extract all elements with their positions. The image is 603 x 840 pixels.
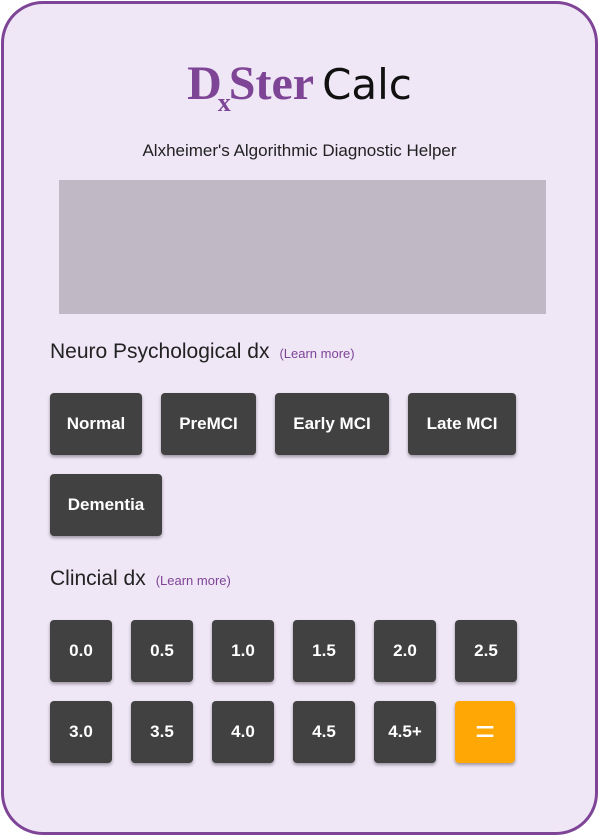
neuro-button-dementia[interactable]: Dementia bbox=[50, 474, 162, 536]
neuro-section-heading: Neuro Psychological dx (Learn more) bbox=[50, 340, 355, 364]
clinical-learn-more-link[interactable]: (Learn more) bbox=[155, 573, 231, 588]
app-subtitle: Alxheimer's Algorithmic Diagnostic Helpe… bbox=[142, 141, 457, 160]
neuro-button-premci[interactable]: PreMCI bbox=[161, 393, 256, 455]
clinical-button-0-0[interactable]: 0.0 bbox=[50, 620, 112, 682]
clinical-button-0-5[interactable]: 0.5 bbox=[131, 620, 193, 682]
clinical-button-3-0[interactable]: 3.0 bbox=[50, 701, 112, 763]
equals-button[interactable]: = bbox=[455, 701, 515, 763]
clinical-button-4-5[interactable]: 4.5 bbox=[293, 701, 355, 763]
clinical-button-1-0[interactable]: 1.0 bbox=[212, 620, 274, 682]
neuro-learn-more-link[interactable]: (Learn more) bbox=[279, 346, 355, 361]
neuro-button-late-mci[interactable]: Late MCI bbox=[408, 393, 516, 455]
neuro-button-early-mci[interactable]: Early MCI bbox=[275, 393, 389, 455]
clinical-button-4-0[interactable]: 4.0 bbox=[212, 701, 274, 763]
clinical-button-4-5-plus[interactable]: 4.5+ bbox=[374, 701, 436, 763]
result-display bbox=[59, 180, 546, 314]
clinical-button-3-5[interactable]: 3.5 bbox=[131, 701, 193, 763]
logo-calc-text: Calc bbox=[322, 60, 412, 109]
logo-dx-letter: D bbox=[187, 57, 222, 110]
clinical-button-2-0[interactable]: 2.0 bbox=[374, 620, 436, 682]
logo-ster-text: Ster bbox=[228, 57, 315, 110]
app-logo: DxSter Calc bbox=[4, 57, 595, 116]
clinical-heading-text: Clincial dx bbox=[50, 567, 146, 590]
clinical-section-heading: Clincial dx (Learn more) bbox=[50, 567, 231, 591]
logo-dx-subscript: x bbox=[217, 88, 231, 117]
clinical-button-1-5[interactable]: 1.5 bbox=[293, 620, 355, 682]
clinical-button-2-5[interactable]: 2.5 bbox=[455, 620, 517, 682]
neuro-button-normal[interactable]: Normal bbox=[50, 393, 142, 455]
neuro-heading-text: Neuro Psychological dx bbox=[50, 340, 270, 363]
